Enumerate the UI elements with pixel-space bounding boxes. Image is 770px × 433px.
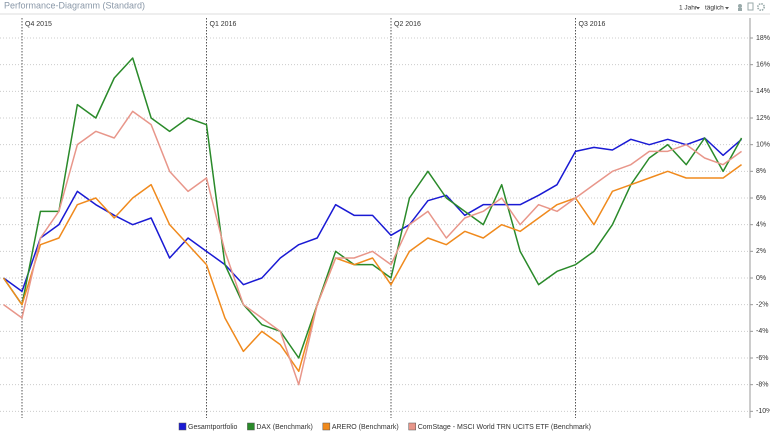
y-tick-label: 18%: [756, 35, 770, 42]
series-line: [3, 110, 742, 386]
legend-swatch: [322, 422, 331, 431]
y-tick-label: 4%: [756, 222, 766, 229]
toolbar: 1 Jahr täglich: [679, 2, 765, 12]
y-tick-label: 2%: [756, 248, 766, 255]
settings-icon[interactable]: [756, 2, 765, 12]
y-tick-label: 16%: [756, 62, 770, 69]
x-tick-label: Q4 2015: [25, 21, 52, 28]
period-select[interactable]: 1 Jahr: [679, 5, 698, 12]
legend-swatch: [178, 422, 187, 431]
user-icon-body: [738, 8, 742, 11]
interval-select[interactable]: täglich: [705, 5, 724, 12]
y-tick-label: -4%: [756, 328, 768, 335]
dropdown-arrow: [725, 7, 729, 10]
x-tick-label: Q2 2016: [394, 21, 421, 28]
legend: Gesamtportfolio DAX (Benchmark) ARERO (Ben…: [178, 422, 591, 431]
legend-swatch: [408, 422, 416, 431]
x-tick-label: Q1 2016: [210, 21, 237, 28]
series-line: [2, 57, 743, 359]
y-tick-label: -2%: [756, 302, 768, 309]
y-tick-label: 14%: [756, 88, 770, 95]
legend-label: ARERO (Benchmark): [332, 424, 399, 431]
dropdown-arrow: [696, 7, 700, 10]
y-tick-label: 12%: [756, 115, 770, 122]
copy-icon[interactable]: [747, 2, 754, 11]
series-line: [3, 137, 743, 293]
y-tick-label: -8%: [756, 382, 768, 389]
legend-label: DAX (Benchmark): [256, 424, 312, 431]
y-tick-label: 8%: [756, 168, 766, 175]
legend-swatch: [247, 422, 255, 431]
x-tick-label: Q3 2016: [579, 21, 606, 28]
legend-label: Gesamtportfolio: [188, 424, 238, 431]
series-line: [2, 164, 742, 373]
user-icon[interactable]: [738, 4, 742, 8]
y-tick-label: 0%: [756, 275, 766, 282]
panel-title: Performance-Diagramm (Standard): [4, 0, 145, 10]
y-tick-label: 6%: [756, 195, 766, 202]
y-tick-label: -10%: [756, 408, 770, 415]
y-tick-label: -6%: [756, 355, 768, 362]
y-tick-label: 10%: [756, 142, 770, 149]
legend-label: ComStage - MSCI World TRN UCITS ETF (Ben…: [418, 424, 591, 431]
plot: -10% -8% -6% -4% -2% 0% 2% 4% 6% 8% 10% 12% 14% 16% 18…: [0, 18, 770, 418]
